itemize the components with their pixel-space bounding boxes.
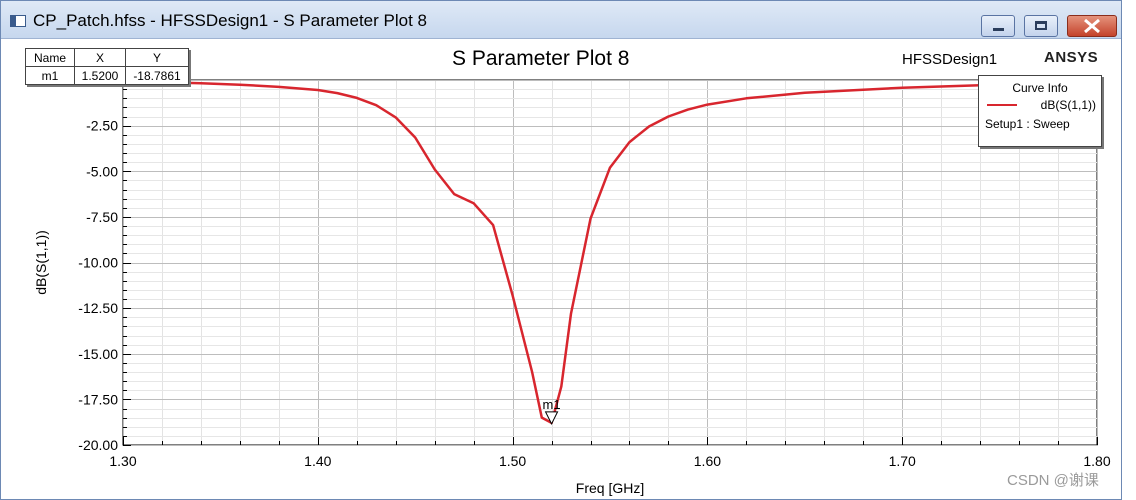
legend-series-name: dB(S(1,1)) xyxy=(1040,98,1096,112)
title-bar[interactable]: CP_Patch.hfss - HFSSDesign1 - S Paramete… xyxy=(1,1,1121,39)
marker-m1-label: m1 xyxy=(543,397,561,412)
series-line-s11 xyxy=(122,80,1098,425)
marker-header-x: X xyxy=(74,48,126,67)
x-tick-label: 1.80 xyxy=(1083,453,1110,469)
y-tick-label: -17.50 xyxy=(78,391,118,407)
close-button[interactable] xyxy=(1067,15,1117,37)
plot-title: S Parameter Plot 8 xyxy=(452,47,630,70)
marker-name-cell: m1 xyxy=(25,66,75,85)
x-tick-label: 1.30 xyxy=(109,453,136,469)
marker-table[interactable]: Name X Y m1 1.5200 -18.7861 xyxy=(25,48,189,85)
y-tick-label: -10.00 xyxy=(78,255,118,271)
maximize-button[interactable] xyxy=(1024,15,1058,37)
x-tick-label: 1.50 xyxy=(499,453,526,469)
window-title: CP_Patch.hfss - HFSSDesign1 - S Paramete… xyxy=(33,11,427,30)
x-axis-label: Freq [GHz] xyxy=(576,480,644,496)
marker-table-row[interactable]: m1 1.5200 -18.7861 xyxy=(25,66,189,85)
y-axis-label: dB(S(1,1)) xyxy=(33,230,49,295)
y-tick-label: -15.00 xyxy=(78,346,118,362)
marker-x-cell: 1.5200 xyxy=(74,66,126,85)
x-tick-label: 1.70 xyxy=(889,453,916,469)
close-icon xyxy=(1084,19,1100,33)
brand-logo: ANSYS xyxy=(1044,49,1099,66)
legend-setup-label: Setup1 : Sweep xyxy=(985,117,1070,131)
y-tick-label: -12.50 xyxy=(78,300,118,316)
curve-info-title: Curve Info xyxy=(1012,81,1068,95)
y-tick-label: -5.00 xyxy=(86,163,118,179)
curve-info-legend[interactable]: Curve Info dB(S(1,1)) Setup1 : Sweep xyxy=(978,75,1102,147)
marker-table-header: Name X Y xyxy=(25,48,189,67)
y-tick-label: -7.50 xyxy=(86,209,118,225)
watermark: CSDN @谢课 xyxy=(1007,472,1099,489)
design-name: HFSSDesign1 xyxy=(902,51,998,68)
app-icon xyxy=(10,15,26,27)
y-tick-label: -20.00 xyxy=(78,437,118,453)
plot-area xyxy=(122,79,1098,446)
marker-m1-icon xyxy=(544,411,559,425)
x-tick-label: 1.60 xyxy=(694,453,721,469)
marker-header-y: Y xyxy=(125,48,189,67)
minimize-button[interactable] xyxy=(981,15,1015,37)
legend-line-swatch xyxy=(987,104,1017,106)
y-tick-label: -2.50 xyxy=(86,118,118,134)
marker-header-name: Name xyxy=(25,48,75,67)
marker-y-cell: -18.7861 xyxy=(125,66,189,85)
x-tick-label: 1.40 xyxy=(304,453,331,469)
